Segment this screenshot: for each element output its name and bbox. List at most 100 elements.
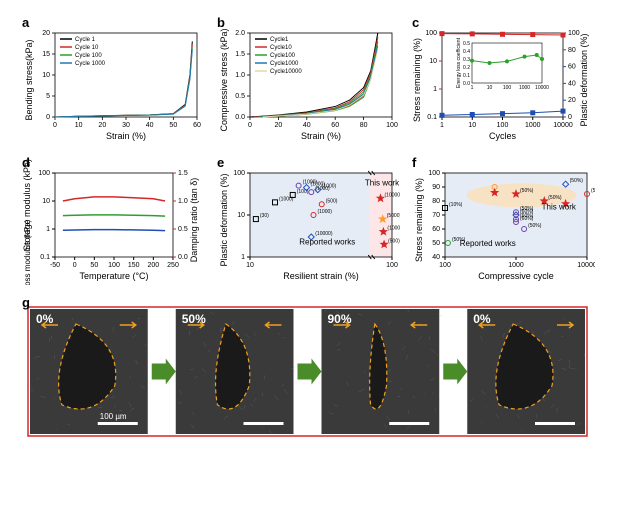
svg-text:100: 100 [386, 262, 398, 269]
svg-text:(500): (500) [388, 238, 400, 244]
svg-text:0.0: 0.0 [463, 81, 470, 87]
svg-text:(10%): (10%) [449, 202, 463, 208]
svg-text:Strain (%): Strain (%) [106, 131, 146, 141]
panel-f: f100100010000405060708090100Compressive … [410, 155, 595, 285]
svg-text:Plastic deformation (%): Plastic deformation (%) [579, 33, 589, 126]
svg-text:10: 10 [237, 212, 245, 219]
svg-text:Damping ratio (tan δ): Damping ratio (tan δ) [189, 178, 199, 263]
panel-label-e: e [217, 155, 224, 170]
svg-text:100: 100 [503, 85, 512, 91]
svg-text:Resilient strain (%): Resilient strain (%) [283, 271, 359, 281]
panel-b: b0204060801000.00.51.01.52.0Strain (%)Co… [215, 15, 400, 145]
panel-a: a010203040506005101520Strain (%)Bending … [20, 15, 205, 145]
svg-text:20: 20 [275, 122, 283, 129]
svg-text:(1000): (1000) [317, 209, 332, 215]
svg-text:0.5: 0.5 [178, 226, 188, 233]
svg-text:10: 10 [75, 122, 83, 129]
svg-text:40: 40 [303, 122, 311, 129]
panel-label-c: c [412, 15, 419, 30]
svg-text:40: 40 [568, 80, 576, 87]
chart-c: 1101001000100000.1110100020406080100Cycl… [410, 15, 595, 145]
svg-text:1000: 1000 [519, 85, 530, 91]
svg-text:1000: 1000 [525, 122, 541, 129]
svg-text:(1000): (1000) [322, 184, 337, 190]
svg-text:Cycle10000: Cycle10000 [270, 69, 302, 75]
chart-f: 100100010000405060708090100Compressive c… [410, 155, 595, 285]
svg-text:40: 40 [146, 122, 154, 129]
svg-text:15: 15 [42, 51, 50, 58]
svg-text:10: 10 [246, 262, 254, 269]
svg-text:10: 10 [42, 72, 50, 79]
svg-text:100: 100 [439, 262, 451, 269]
svg-text:1.5: 1.5 [178, 170, 188, 177]
svg-text:100: 100 [497, 122, 509, 129]
svg-text:1: 1 [433, 86, 437, 93]
svg-text:Compressive cycle: Compressive cycle [478, 271, 554, 281]
svg-text:Stress remaining (%): Stress remaining (%) [412, 38, 422, 122]
panel-g-images: 0%100 µm50%90%0% [20, 295, 595, 440]
svg-text:Loss modulus (kPa): Loss modulus (kPa) [23, 219, 32, 285]
svg-text:(30): (30) [260, 213, 269, 219]
panel-c: c1101001000100000.1110100020406080100Cyc… [410, 15, 595, 145]
svg-text:Cycles: Cycles [489, 131, 517, 141]
svg-text:1.0: 1.0 [235, 72, 245, 79]
chart-e: 10100110100Resilient strain (%)Plastic d… [215, 155, 400, 285]
svg-text:1000: 1000 [508, 262, 524, 269]
svg-text:0.1: 0.1 [40, 254, 50, 261]
svg-text:1: 1 [471, 85, 474, 91]
svg-text:200: 200 [147, 262, 159, 269]
svg-text:20: 20 [42, 30, 50, 37]
svg-text:Cycle 100: Cycle 100 [75, 53, 102, 59]
svg-text:1.0: 1.0 [178, 198, 188, 205]
svg-text:250: 250 [167, 262, 179, 269]
svg-text:100: 100 [428, 170, 440, 177]
panel-label-f: f [412, 155, 416, 170]
svg-text:0.4: 0.4 [463, 49, 470, 55]
svg-text:10: 10 [42, 198, 50, 205]
svg-text:(50%): (50%) [548, 195, 562, 201]
svg-text:0: 0 [46, 114, 50, 121]
svg-text:0.1: 0.1 [463, 73, 470, 79]
svg-text:10: 10 [468, 122, 476, 129]
svg-text:20: 20 [98, 122, 106, 129]
chart-a: 010203040506005101520Strain (%)Bending s… [20, 15, 205, 145]
svg-text:50: 50 [432, 240, 440, 247]
svg-text:Strain (%): Strain (%) [301, 131, 341, 141]
svg-text:(10000): (10000) [385, 192, 400, 198]
svg-text:(50%): (50%) [570, 178, 584, 184]
panel-label-b: b [217, 15, 225, 30]
chart-b: 0204060801000.00.51.01.52.0Strain (%)Com… [215, 15, 400, 145]
svg-text:100: 100 [38, 170, 50, 177]
svg-text:(500): (500) [326, 198, 338, 204]
svg-text:(60%): (60%) [520, 216, 534, 222]
svg-text:This work: This work [542, 202, 577, 211]
svg-text:60: 60 [432, 226, 440, 233]
svg-text:0.5: 0.5 [235, 93, 245, 100]
svg-text:Cycle 1000: Cycle 1000 [75, 61, 106, 67]
svg-text:60: 60 [193, 122, 201, 129]
svg-text:(50%): (50%) [528, 223, 542, 229]
svg-text:0.2: 0.2 [463, 65, 470, 71]
svg-text:100: 100 [108, 262, 120, 269]
svg-text:(10000): (10000) [315, 231, 333, 237]
svg-text:Cycle 10: Cycle 10 [75, 45, 99, 51]
panel-e: e10100110100Resilient strain (%)Plastic … [215, 155, 400, 285]
svg-text:(50%): (50%) [520, 206, 534, 212]
svg-text:Energy loss coefficient: Energy loss coefficient [456, 37, 462, 88]
svg-text:80: 80 [432, 198, 440, 205]
svg-text:100 µm: 100 µm [100, 412, 127, 421]
svg-text:Stress remaining (%): Stress remaining (%) [414, 178, 424, 262]
panel-label-d: d [22, 155, 30, 170]
svg-text:0.5: 0.5 [463, 41, 470, 47]
svg-text:50: 50 [169, 122, 177, 129]
svg-text:Cycle100: Cycle100 [270, 53, 296, 59]
svg-text:80: 80 [360, 122, 368, 129]
svg-text:1: 1 [46, 226, 50, 233]
svg-text:2.0: 2.0 [235, 30, 245, 37]
svg-text:60: 60 [331, 122, 339, 129]
svg-text:10000: 10000 [577, 262, 595, 269]
svg-text:Reported works: Reported works [299, 237, 355, 246]
svg-text:Reported works: Reported works [460, 239, 516, 248]
svg-text:0%: 0% [473, 312, 491, 326]
svg-text:0.3: 0.3 [463, 57, 470, 63]
